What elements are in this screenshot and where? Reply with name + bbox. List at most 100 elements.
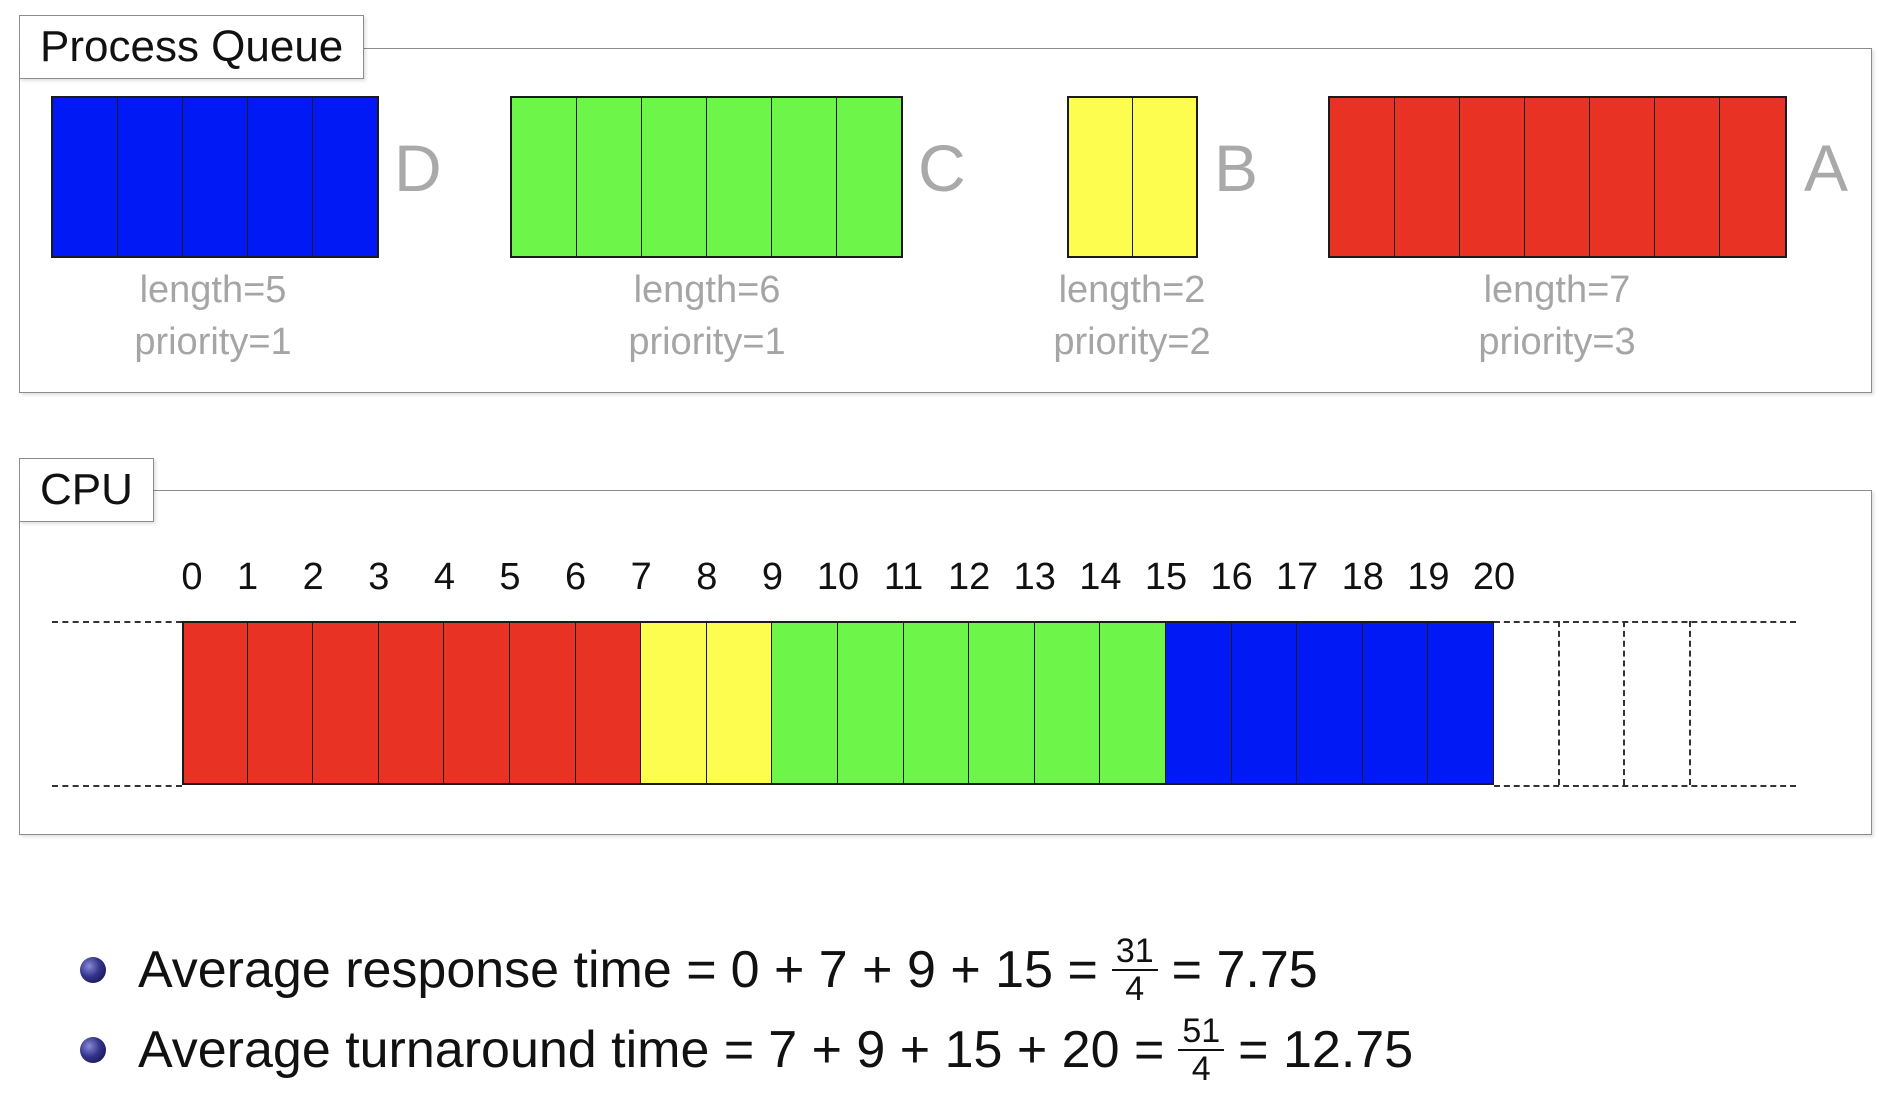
time-tick-label: 7 [630,556,652,598]
time-unit-cell [1590,98,1656,256]
process-name: C [918,131,966,205]
time-unit-cell [182,98,248,256]
time-tick-label: 15 [1144,556,1188,598]
time-tick-label: 10 [816,556,860,598]
time-tick-label: 11 [883,556,924,598]
time-unit-cell [247,98,313,256]
cpu-slot-c [772,621,838,785]
time-tick-label: 6 [565,556,587,598]
metric-fraction: 31 4 [1111,933,1158,1008]
process-length: length=7 [1483,269,1631,311]
metric-label: Average response time = [138,941,717,999]
time-unit-cell [1525,98,1591,256]
metric-turnaround-time: Average turnaround time = 7 + 9 + 15 + 2… [80,1010,1413,1090]
time-tick-label: 18 [1341,556,1384,598]
process-queue-title: Process Queue [19,15,365,79]
time-tick-label: 8 [696,556,718,598]
process-bar [1067,96,1198,258]
time-tick-label: 17 [1276,556,1319,598]
cpu-slot-b [706,621,773,785]
fraction-denominator: 4 [1125,970,1145,1008]
process-name: A [1804,131,1849,205]
process-name: D [394,131,442,205]
process-bar [51,96,379,258]
metric-formula: 0 + 7 + 9 + 15 = 31 4 = 7.75 [731,933,1318,1007]
cpu-slot-c [1100,621,1166,785]
process-length: length=5 [139,269,287,311]
cpu-slot-d [1231,621,1298,785]
time-tick-label: 16 [1210,556,1253,598]
time-tick-label: 1 [237,556,259,598]
time-unit-cell [1655,98,1721,256]
cpu-title: CPU [19,458,154,522]
metric-formula: 7 + 9 + 15 + 20 = 51 4 = 12.75 [768,1013,1413,1087]
time-unit-cell [53,98,118,256]
time-tick-label: 19 [1407,556,1450,598]
fraction-denominator: 4 [1191,1050,1211,1088]
process-priority: priority=3 [1478,321,1636,363]
cpu-slot-c [969,621,1035,785]
cpu-slot-c [1034,621,1101,785]
guide-line-top-left [52,621,182,623]
cpu-slot-a [575,621,642,785]
process-info: length=5 priority=1 [93,264,333,368]
metric-label: Average turnaround time = [138,1021,755,1079]
process-length: length=2 [1058,269,1206,311]
cpu-slot-a [182,621,248,785]
time-tick-label: 14 [1079,556,1122,598]
metric-expression: 7 + 9 + 15 + 20 = [768,1021,1165,1079]
process-bar [510,96,903,258]
process-priority: priority=1 [628,321,786,363]
time-unit-cell [642,98,707,256]
time-unit-cell [707,98,772,256]
time-tick-label: 20 [1472,556,1516,598]
time-unit-cell [1460,98,1526,256]
process-info: length=7 priority=3 [1437,264,1677,368]
process-name: B [1214,131,1259,205]
guide-line-bottom-right [1494,785,1796,787]
process-bar [1328,96,1787,258]
bullet-icon [80,1037,106,1063]
cpu-empty-slot [1560,621,1626,785]
time-unit-cell [312,98,377,256]
metric-result: = 7.75 [1171,941,1318,999]
cpu-slot-c [903,621,970,785]
time-unit-cell [837,98,901,256]
time-tick-label: 9 [761,556,783,598]
cpu-slot-a [444,621,510,785]
metric-expression: 0 + 7 + 9 + 15 = [730,941,1098,999]
guide-line-top-right [1494,621,1796,623]
process-info: length=2 priority=2 [1012,264,1252,368]
time-tick-label: 4 [433,556,455,598]
cpu-empty-slot [1494,621,1560,785]
time-unit-cell [1069,98,1133,256]
cpu-slot-d [1297,621,1363,785]
time-unit-cell [577,98,642,256]
time-tick-label: 12 [948,556,991,598]
cpu-slot-a [313,621,379,785]
time-tick-label: 0 [181,556,203,598]
time-tick-label: 13 [1013,556,1056,598]
cpu-slot-d [1362,621,1429,785]
cpu-slot-d [1428,621,1494,785]
time-tick-label: 2 [302,556,324,598]
process-info: length=6 priority=1 [587,264,827,368]
time-unit-cell [512,98,577,256]
fraction-numerator: 51 [1178,1013,1225,1051]
metric-response-time: Average response time = 0 + 7 + 9 + 15 =… [80,930,1413,1010]
process-length: length=6 [633,269,781,311]
time-unit-cell [117,98,183,256]
cpu-slot-a [510,621,576,785]
time-unit-cell [772,98,837,256]
process-priority: priority=1 [134,321,292,363]
cpu-slot-a [247,621,314,785]
time-tick-label: 3 [368,556,390,598]
metric-result: = 12.75 [1238,1021,1414,1079]
time-unit-cell [1330,98,1396,256]
cpu-slot-b [641,621,707,785]
time-unit-cell [1395,98,1461,256]
fraction-numerator: 31 [1111,933,1158,971]
guide-line-bottom-left [52,785,182,787]
metric-fraction: 51 4 [1178,1013,1225,1088]
process-priority: priority=2 [1053,321,1211,363]
